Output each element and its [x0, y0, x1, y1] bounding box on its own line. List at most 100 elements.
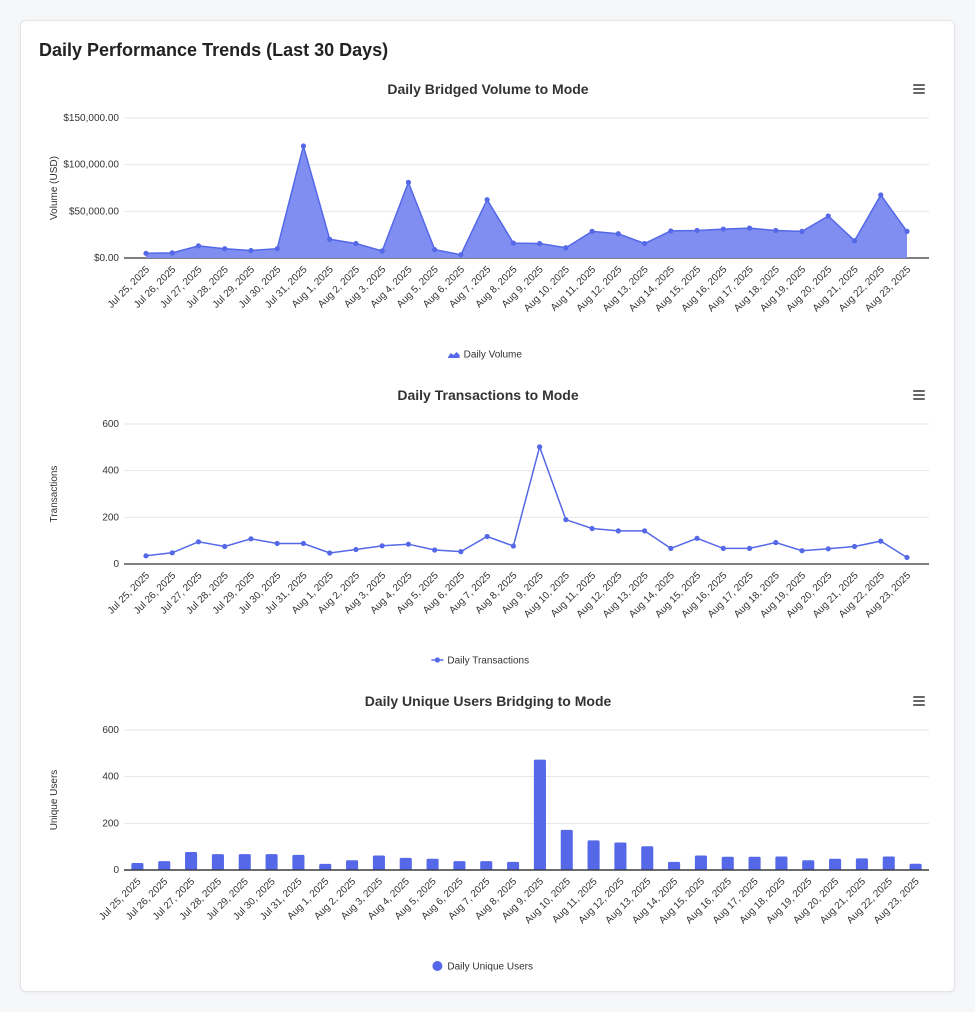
data-point-aug-21-2025[interactable]	[851, 543, 858, 550]
legend-item[interactable]: Daily Transactions	[431, 656, 529, 667]
legend-label: Daily Transactions	[447, 656, 529, 667]
bar-aug-13-2025[interactable]	[641, 846, 654, 870]
data-point-aug-7-2025[interactable]	[484, 533, 490, 540]
bar-jul-30-2025[interactable]	[265, 854, 278, 870]
bar-aug-9-2025[interactable]	[533, 759, 546, 870]
y-tick-label: 600	[102, 725, 119, 736]
legend-item[interactable]: Daily Unique Users	[432, 961, 533, 973]
bar-aug-7-2025[interactable]	[480, 861, 493, 870]
bar-aug-11-2025[interactable]	[587, 840, 600, 870]
bar-aug-14-2025[interactable]	[668, 861, 681, 870]
data-point-aug-3-2025[interactable]	[379, 248, 385, 254]
data-point-aug-10-2025[interactable]	[563, 245, 569, 251]
data-point-aug-2-2025[interactable]	[353, 546, 359, 553]
bar-jul-28-2025[interactable]	[211, 854, 224, 870]
data-point-jul-26-2025[interactable]	[169, 250, 175, 256]
data-point-aug-5-2025[interactable]	[432, 247, 438, 253]
data-point-aug-16-2025[interactable]	[720, 545, 726, 551]
bar-aug-20-2025[interactable]	[829, 858, 842, 870]
bar-aug-17-2025[interactable]	[748, 856, 761, 870]
bar-aug-8-2025[interactable]	[507, 861, 520, 870]
data-point-aug-22-2025[interactable]	[878, 192, 884, 198]
data-point-aug-19-2025[interactable]	[799, 228, 805, 234]
data-point-aug-6-2025[interactable]	[458, 549, 464, 555]
bar-jul-31-2025[interactable]	[292, 854, 305, 870]
data-point-aug-17-2025[interactable]	[746, 545, 753, 551]
data-point-jul-28-2025[interactable]	[222, 246, 228, 252]
data-point-aug-23-2025[interactable]	[904, 554, 910, 561]
data-point-jul-29-2025[interactable]	[248, 247, 254, 254]
data-point-jul-26-2025[interactable]	[169, 550, 175, 556]
data-point-aug-1-2025[interactable]	[327, 236, 333, 242]
bar-aug-2-2025[interactable]	[346, 860, 359, 870]
data-point-aug-14-2025[interactable]	[668, 545, 674, 551]
data-point-jul-31-2025[interactable]	[300, 540, 307, 547]
data-point-aug-8-2025[interactable]	[510, 543, 516, 549]
bar-aug-3-2025[interactable]	[372, 855, 385, 870]
data-point-aug-11-2025[interactable]	[589, 525, 595, 532]
bar-aug-23-2025[interactable]	[909, 863, 922, 870]
data-point-aug-13-2025[interactable]	[641, 528, 648, 534]
bar-aug-22-2025[interactable]	[882, 856, 895, 870]
data-point-jul-28-2025[interactable]	[222, 543, 228, 550]
data-point-aug-11-2025[interactable]	[589, 228, 595, 234]
data-point-aug-9-2025[interactable]	[537, 240, 543, 247]
bar-aug-6-2025[interactable]	[453, 861, 466, 870]
data-point-jul-27-2025[interactable]	[195, 243, 202, 249]
data-point-jul-30-2025[interactable]	[274, 246, 280, 252]
data-point-aug-16-2025[interactable]	[720, 226, 726, 232]
data-point-aug-15-2025[interactable]	[694, 227, 700, 234]
data-point-aug-1-2025[interactable]	[327, 550, 333, 556]
data-point-aug-22-2025[interactable]	[878, 538, 884, 544]
data-point-aug-21-2025[interactable]	[851, 238, 858, 244]
data-point-aug-3-2025[interactable]	[379, 543, 385, 549]
menu-line	[913, 394, 925, 396]
data-point-aug-8-2025[interactable]	[510, 240, 516, 246]
data-point-jul-29-2025[interactable]	[248, 536, 254, 542]
bar-jul-29-2025[interactable]	[238, 854, 251, 870]
data-point-aug-12-2025[interactable]	[615, 528, 621, 534]
data-point-aug-18-2025[interactable]	[773, 539, 779, 546]
data-point-aug-14-2025[interactable]	[668, 228, 674, 234]
bar-aug-1-2025[interactable]	[319, 863, 332, 870]
data-point-aug-10-2025[interactable]	[563, 517, 569, 523]
bar-jul-27-2025[interactable]	[185, 852, 198, 870]
legend-item[interactable]: Daily Volume	[447, 350, 523, 361]
data-point-aug-20-2025[interactable]	[825, 546, 831, 552]
bar-aug-12-2025[interactable]	[614, 842, 627, 870]
bar-jul-25-2025[interactable]	[131, 863, 144, 870]
data-point-aug-12-2025[interactable]	[615, 231, 621, 237]
chart-menu-icon[interactable]	[913, 84, 925, 94]
data-point-aug-17-2025[interactable]	[746, 225, 753, 231]
data-point-aug-18-2025[interactable]	[773, 227, 779, 234]
bar-aug-10-2025[interactable]	[560, 829, 573, 870]
data-point-jul-31-2025[interactable]	[300, 143, 307, 149]
data-point-aug-4-2025[interactable]	[405, 541, 412, 547]
data-point-aug-2-2025[interactable]	[353, 240, 359, 247]
chart-menu-icon[interactable]	[913, 696, 925, 706]
data-point-jul-25-2025[interactable]	[143, 250, 149, 256]
data-point-aug-23-2025[interactable]	[904, 228, 910, 234]
bar-aug-19-2025[interactable]	[802, 860, 815, 870]
data-point-jul-25-2025[interactable]	[143, 553, 149, 559]
data-point-aug-13-2025[interactable]	[641, 240, 648, 247]
bar-aug-21-2025[interactable]	[855, 858, 868, 870]
data-point-jul-30-2025[interactable]	[274, 540, 280, 547]
data-point-aug-5-2025[interactable]	[432, 547, 438, 553]
bar-aug-4-2025[interactable]	[399, 857, 412, 870]
data-point-aug-20-2025[interactable]	[825, 213, 831, 219]
data-point-aug-19-2025[interactable]	[799, 548, 805, 554]
data-point-aug-15-2025[interactable]	[694, 535, 700, 541]
bar-jul-26-2025[interactable]	[158, 861, 171, 870]
bar-aug-5-2025[interactable]	[426, 858, 439, 870]
data-point-jul-27-2025[interactable]	[195, 539, 202, 545]
bar-aug-16-2025[interactable]	[721, 856, 734, 870]
data-point-aug-9-2025[interactable]	[537, 444, 543, 450]
performance-card: Daily Performance Trends (Last 30 Days) …	[20, 20, 955, 992]
data-point-aug-4-2025[interactable]	[405, 179, 412, 185]
data-point-aug-6-2025[interactable]	[458, 252, 464, 258]
bar-aug-15-2025[interactable]	[694, 855, 707, 870]
bar-aug-18-2025[interactable]	[775, 856, 788, 870]
data-point-aug-7-2025[interactable]	[484, 197, 490, 203]
chart-menu-icon[interactable]	[913, 390, 925, 400]
